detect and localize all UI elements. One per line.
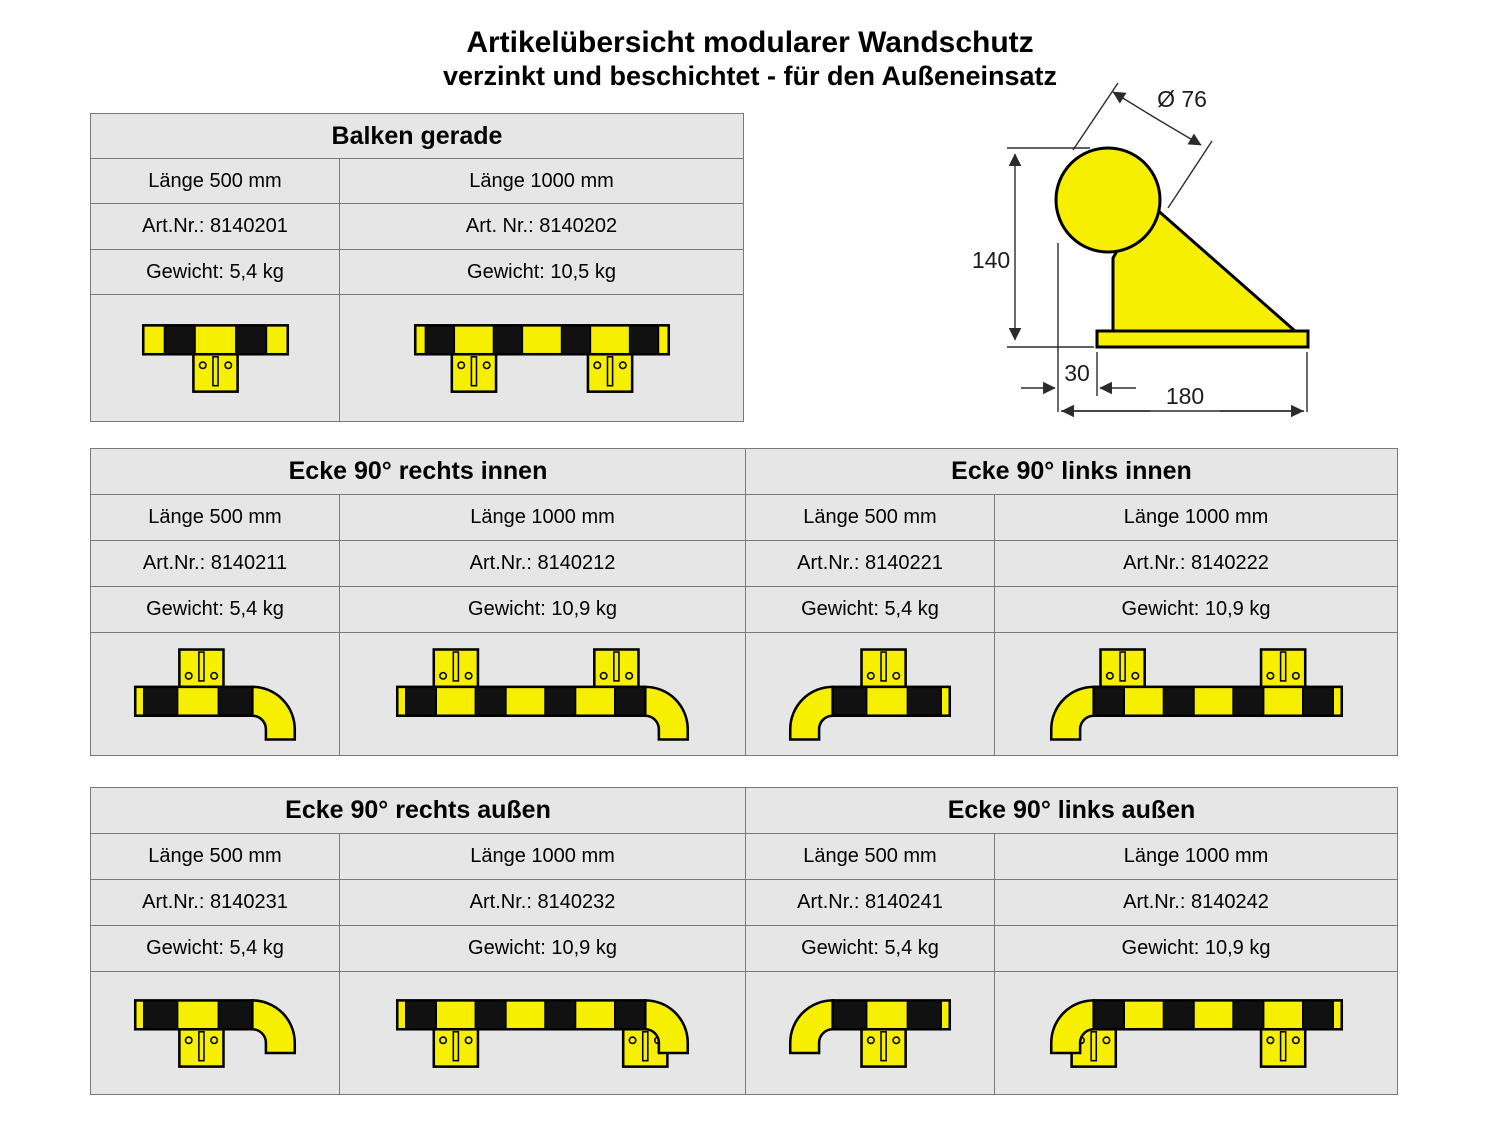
artnr-cell: Art.Nr.: 8140201 bbox=[91, 204, 340, 250]
artnr-cell: Art.Nr.: 8140232 bbox=[340, 880, 746, 926]
table-title-ecke-rechts-innen: Ecke 90° rechts innen bbox=[91, 449, 746, 495]
technical-drawing: Ø 76 140 30 180 bbox=[972, 82, 1310, 418]
weight-cell: Gewicht: 10,9 kg bbox=[340, 926, 746, 972]
table-title-ecke-links-innen: Ecke 90° links innen bbox=[746, 449, 1397, 495]
length-cell: Länge 1000 mm bbox=[340, 159, 743, 204]
length-cell: Länge 500 mm bbox=[91, 495, 340, 541]
svg-text:30: 30 bbox=[1064, 360, 1090, 386]
length-cell: Länge 500 mm bbox=[746, 495, 995, 541]
table-title-ecke-links-aussen: Ecke 90° links außen bbox=[746, 788, 1397, 834]
weight-cell: Gewicht: 10,5 kg bbox=[340, 250, 743, 295]
artnr-cell: Art.Nr.: 8140211 bbox=[91, 541, 340, 587]
dimension-diameter: Ø 76 bbox=[1072, 82, 1213, 209]
weight-cell: Gewicht: 5,4 kg bbox=[746, 926, 995, 972]
weight-cell: Gewicht: 5,4 kg bbox=[91, 250, 340, 295]
length-cell: Länge 1000 mm bbox=[995, 834, 1397, 880]
weight-cell: Gewicht: 10,9 kg bbox=[340, 587, 746, 633]
product-image-corner-left-outer-1000 bbox=[995, 972, 1397, 1094]
weight-cell: Gewicht: 5,4 kg bbox=[91, 587, 340, 633]
artnr-cell: Art.Nr.: 8140212 bbox=[340, 541, 746, 587]
dimension-offset: 30 bbox=[1021, 243, 1308, 412]
product-image-straight-1000 bbox=[340, 295, 743, 421]
svg-text:140: 140 bbox=[972, 247, 1010, 273]
table-ecke-innen: Ecke 90° rechts innen Ecke 90° links inn… bbox=[90, 448, 1398, 756]
svg-text:Ø 76: Ø 76 bbox=[1157, 86, 1207, 112]
weight-cell: Gewicht: 10,9 kg bbox=[995, 587, 1397, 633]
weight-cell: Gewicht: 10,9 kg bbox=[995, 926, 1397, 972]
product-image-corner-right-inner-1000 bbox=[340, 633, 746, 755]
product-image-corner-left-outer-500 bbox=[746, 972, 995, 1094]
weight-cell: Gewicht: 5,4 kg bbox=[746, 587, 995, 633]
page-subtitle: verzinkt und beschichtet - für den Außen… bbox=[442, 61, 1058, 91]
dimension-width: 180 bbox=[1061, 383, 1304, 418]
length-cell: Länge 500 mm bbox=[91, 159, 340, 204]
artnr-cell: Art.Nr.: 8140222 bbox=[995, 541, 1397, 587]
artnr-cell: Art.Nr.: 8140221 bbox=[746, 541, 995, 587]
base-plate-shape bbox=[1095, 329, 1310, 349]
product-image-corner-right-outer-500 bbox=[91, 972, 340, 1094]
weight-cell: Gewicht: 5,4 kg bbox=[91, 926, 340, 972]
artnr-cell: Art.Nr.: 8140241 bbox=[746, 880, 995, 926]
product-image-corner-left-inner-500 bbox=[746, 633, 995, 755]
table-ecke-aussen: Ecke 90° rechts außen Ecke 90° links auß… bbox=[90, 787, 1398, 1095]
length-cell: Länge 1000 mm bbox=[340, 834, 746, 880]
length-cell: Länge 500 mm bbox=[91, 834, 340, 880]
page-title: Artikelübersicht modularer Wandschutz bbox=[466, 26, 1034, 59]
tube-shape bbox=[1054, 146, 1162, 254]
product-image-straight-500 bbox=[91, 295, 340, 421]
length-cell: Länge 1000 mm bbox=[995, 495, 1397, 541]
product-image-corner-right-inner-500 bbox=[91, 633, 340, 755]
table-title-balken-gerade: Balken gerade bbox=[91, 114, 743, 159]
table-balken-gerade: Balken gerade Länge 500 mm Länge 1000 mm… bbox=[90, 113, 744, 422]
artnr-cell: Art.Nr.: 8140231 bbox=[91, 880, 340, 926]
product-image-corner-left-inner-1000 bbox=[995, 633, 1397, 755]
table-title-ecke-rechts-aussen: Ecke 90° rechts außen bbox=[91, 788, 746, 834]
length-cell: Länge 500 mm bbox=[746, 834, 995, 880]
length-cell: Länge 1000 mm bbox=[340, 495, 746, 541]
product-image-corner-right-outer-1000 bbox=[340, 972, 746, 1094]
wall-protector-profile bbox=[1054, 146, 1310, 349]
artnr-cell: Art.Nr.: 8140242 bbox=[995, 880, 1397, 926]
svg-text:180: 180 bbox=[1166, 383, 1204, 409]
artnr-cell: Art. Nr.: 8140202 bbox=[340, 204, 743, 250]
dimension-height: 140 bbox=[972, 147, 1094, 348]
